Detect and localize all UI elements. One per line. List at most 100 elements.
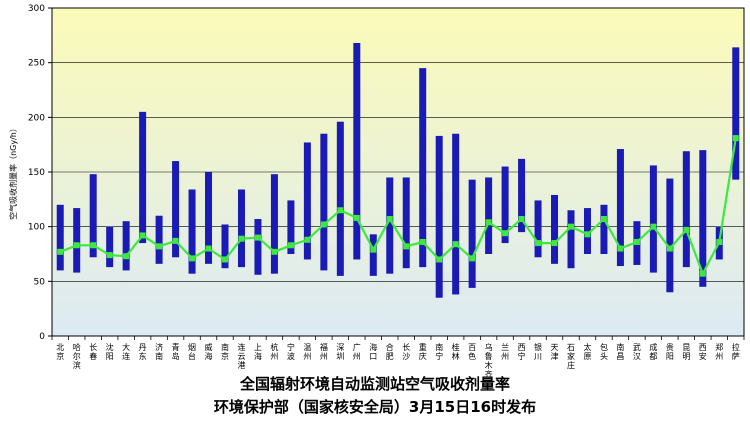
mean-line <box>57 135 739 277</box>
x-tick-label: 乌鲁木齐 <box>485 342 493 379</box>
y-tick-label: 250 <box>28 59 45 69</box>
x-tick-label: 银川 <box>534 342 542 361</box>
y-axis-label: 空气吸收剂量率（nGy/h） <box>8 124 18 220</box>
mean-point <box>320 221 327 228</box>
mean-point <box>57 248 64 255</box>
y-tick-label: 300 <box>28 4 45 14</box>
x-tick-label: 长沙 <box>402 342 410 361</box>
mean-point <box>287 242 294 249</box>
range-bar <box>122 221 130 271</box>
mean-point <box>600 216 607 223</box>
range-bar <box>270 174 278 274</box>
x-tick-label: 深圳 <box>336 343 344 361</box>
x-tick-label: 北京 <box>56 343 64 361</box>
y-tick-label: 200 <box>28 113 45 123</box>
y-tick-label: 0 <box>39 332 45 342</box>
mean-point <box>189 255 196 262</box>
y-tick-label: 50 <box>34 277 46 287</box>
range-bar <box>155 215 163 264</box>
x-tick-label: 温州 <box>303 343 311 361</box>
range-bar <box>402 177 410 269</box>
x-tick-label: 沈阳 <box>106 342 114 361</box>
x-tick-label: 大连 <box>122 342 130 361</box>
mean-point <box>469 255 476 262</box>
x-tick-label: 哈尔滨 <box>73 342 81 370</box>
gridlines <box>52 62 744 282</box>
x-tick-label: 郑州 <box>715 342 723 361</box>
x-tick-label: 福州 <box>320 343 328 361</box>
mean-point <box>568 223 574 230</box>
mean-point <box>732 135 739 142</box>
x-tick-label: 烟台 <box>188 343 196 361</box>
x-tick-label: 贵阳 <box>666 342 674 361</box>
mean-point <box>502 230 509 237</box>
range-bar <box>56 204 64 271</box>
mean-point <box>90 242 97 249</box>
range-bar <box>600 204 608 254</box>
mean-point <box>551 240 558 247</box>
x-tick-label: 西宁 <box>518 343 526 361</box>
x-tick-label: 杭州 <box>270 342 278 361</box>
mean-point <box>716 238 723 245</box>
x-tick-label: 连云港 <box>237 342 245 370</box>
x-tick-label: 西安 <box>699 343 707 361</box>
range-bar <box>303 142 311 260</box>
mean-point <box>535 240 542 247</box>
x-tick-label: 桂林 <box>452 342 460 361</box>
mean-point <box>304 236 311 243</box>
x-tick-label: 青岛 <box>172 342 180 361</box>
x-tick-label: 昆明 <box>682 343 690 361</box>
range-bar <box>172 161 180 258</box>
x-tick-label: 太原 <box>583 342 591 361</box>
range-bar <box>567 210 575 269</box>
mean-point <box>172 237 179 244</box>
mean-point <box>353 214 360 221</box>
range-bar <box>682 151 690 268</box>
mean-point <box>106 252 113 259</box>
mean-point <box>518 216 525 223</box>
mean-point <box>205 245 212 252</box>
x-tick-label: 成都 <box>649 342 657 361</box>
range-bar <box>254 219 262 275</box>
range-bar <box>205 172 213 264</box>
range-bar <box>501 166 509 244</box>
range-bar <box>237 189 245 268</box>
x-tick-label: 南京 <box>221 342 229 361</box>
x-tick-label: 兰州 <box>501 342 509 361</box>
y-tick-label: 100 <box>28 223 45 233</box>
mean-point <box>222 256 228 263</box>
range-bar <box>485 177 493 254</box>
range-bar <box>320 133 328 271</box>
mean-point <box>123 253 130 260</box>
mean-point <box>403 243 410 250</box>
mean-point <box>386 216 393 223</box>
range-bar <box>551 194 559 264</box>
x-tick-label: 海口 <box>369 342 377 361</box>
x-tick-label: 拉萨 <box>732 342 740 361</box>
range-bar <box>139 111 147 244</box>
mean-point <box>139 232 146 239</box>
range-bar <box>89 174 97 258</box>
range-bar <box>369 234 377 276</box>
mean-point <box>650 223 657 230</box>
range-bar <box>452 133 460 295</box>
mean-point <box>666 245 673 252</box>
range-bar <box>221 224 229 269</box>
range-bar <box>666 178 674 293</box>
mean-point <box>73 242 80 249</box>
x-tick-label: 南昌 <box>616 342 624 361</box>
x-tick-label: 百色 <box>468 343 476 361</box>
mean-point <box>617 245 624 252</box>
x-tick-label: 南宁 <box>435 342 443 361</box>
range-bar <box>649 165 657 273</box>
chart-title: 全国辐射环境自动监测站空气吸收剂量率 <box>239 375 510 393</box>
x-tick-label: 上海 <box>254 343 262 361</box>
range-bar <box>699 150 707 287</box>
mean-point <box>156 243 163 250</box>
range-bar <box>534 200 542 258</box>
range-bar <box>353 42 361 260</box>
range-bar <box>583 208 591 254</box>
x-tick-label: 合肥 <box>386 342 394 361</box>
